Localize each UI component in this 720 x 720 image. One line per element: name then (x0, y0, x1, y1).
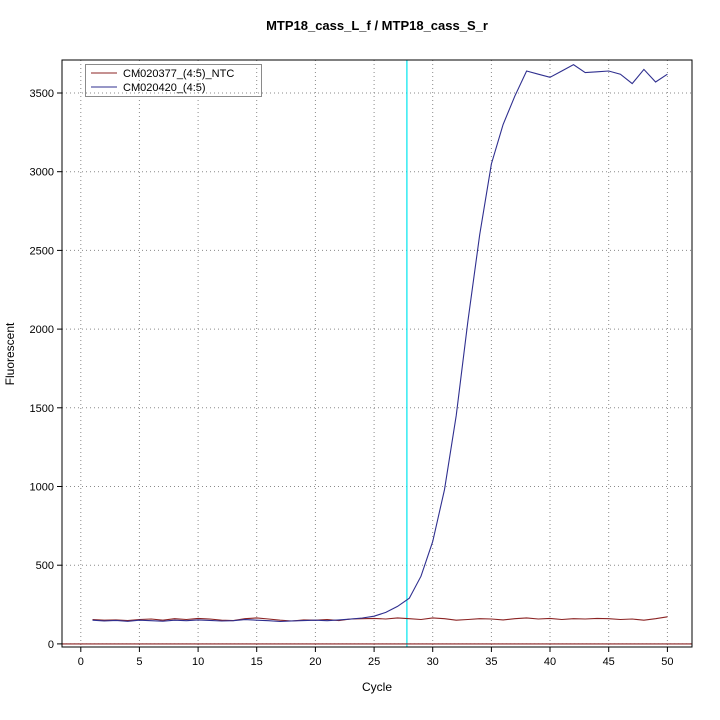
x-tick-label: 40 (544, 656, 556, 668)
x-tick-label: 5 (136, 656, 142, 668)
y-tick-label: 2000 (30, 324, 54, 336)
series-line-0 (92, 616, 668, 622)
y-tick-label: 1000 (30, 482, 54, 494)
y-tick-label: 0 (48, 639, 54, 651)
y-axis-label: Fluorescent (3, 322, 17, 385)
y-tick-label: 500 (36, 560, 54, 572)
x-tick-label: 25 (368, 656, 380, 668)
series-line-1 (92, 64, 668, 623)
chart-title: MTP18_cass_L_f / MTP18_cass_S_r (266, 18, 488, 33)
x-tick-label: 20 (309, 656, 321, 668)
y-tick-label: 3000 (30, 167, 54, 179)
y-tick-label: 3500 (30, 88, 54, 100)
x-tick-label: 50 (661, 656, 673, 668)
y-tick-label: 2500 (30, 245, 54, 257)
legend-label: CM020420_(4:5) (123, 82, 206, 94)
x-axis-label: Cycle (362, 680, 392, 694)
x-tick-label: 45 (603, 656, 615, 668)
legend-box (85, 64, 262, 97)
legend-label: CM020377_(4:5)_NTC (123, 68, 234, 80)
x-tick-label: 10 (192, 656, 204, 668)
y-tick-label: 1500 (30, 403, 54, 415)
plot-border (61, 59, 693, 648)
x-tick-label: 30 (427, 656, 439, 668)
x-tick-label: 0 (78, 656, 84, 668)
x-tick-label: 35 (485, 656, 497, 668)
x-tick-label: 15 (251, 656, 263, 668)
